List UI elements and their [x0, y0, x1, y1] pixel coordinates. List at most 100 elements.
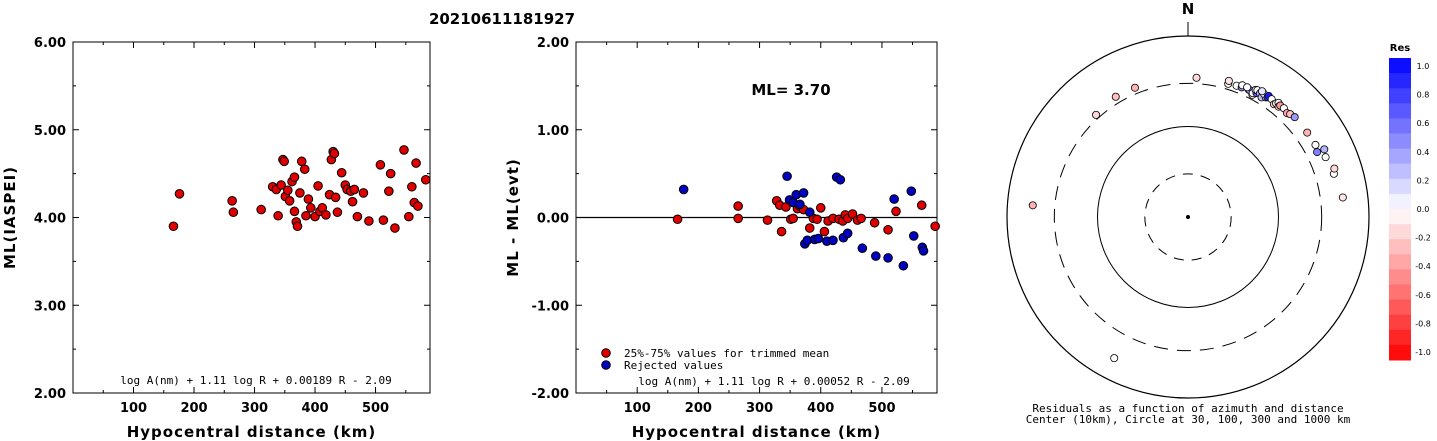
y-tick-label: 1.00 — [537, 124, 569, 139]
magnitude-vs-distance-panel: 100 200 300 400 500 2.00 3.00 4.00 5.00 6.00 Hypoc… — [1, 36, 431, 441]
trimmed-mean-point — [815, 203, 826, 213]
colorbar-swatch — [1389, 148, 1411, 165]
magnitude-point — [283, 185, 293, 196]
station-residual-point — [1243, 83, 1252, 92]
rejected-point — [835, 174, 846, 185]
magnitude-point — [276, 180, 286, 190]
magnitude-point — [303, 194, 314, 204]
colorbar-swatch — [1389, 299, 1411, 316]
magnitude-point — [273, 210, 283, 221]
ring-30km — [1144, 173, 1232, 261]
colorbar-swatch — [1389, 178, 1411, 195]
magnitude-point — [404, 211, 414, 222]
legend-label-rejected: Rejected values — [624, 359, 723, 372]
rejected-point — [883, 253, 893, 263]
magnitude-point — [378, 215, 389, 225]
rejected-point — [906, 186, 917, 196]
rejected-point — [871, 251, 881, 261]
station-residual-point — [1258, 87, 1267, 96]
colorbar-tick-label: -0.8 — [1415, 319, 1431, 328]
colorbar-tick-label: 1.0 — [1417, 62, 1430, 71]
trimmed-mean-point — [812, 214, 822, 225]
colorbar-swatch — [1389, 329, 1411, 346]
trimmed-mean-point — [916, 200, 927, 211]
colorbar-tick-label: 0.4 — [1417, 148, 1430, 157]
magnitude-point — [385, 168, 396, 179]
magnitude-point — [352, 211, 363, 222]
x-tick-label: 400 — [301, 401, 328, 416]
magnitude-point — [289, 206, 300, 217]
station-residual-point — [1321, 153, 1330, 162]
colorbar-tick-label: 0.6 — [1417, 119, 1430, 128]
magnitude-point — [364, 216, 374, 226]
magnitude-point — [292, 221, 303, 232]
x-tick-label: 100 — [120, 401, 147, 416]
colorbar-swatch — [1389, 103, 1411, 119]
formula-text: log A(nm) + 1.11 log R + 0.00052 R - 2.0… — [638, 375, 910, 388]
magnitude-point — [284, 196, 295, 206]
magnitude-point — [279, 156, 289, 167]
station-residual-point — [1028, 201, 1037, 210]
legend-marker-rejected — [601, 360, 611, 370]
x-axis-label: Hypocentral distance (km) — [632, 423, 882, 441]
colorbar-swatch — [1389, 163, 1411, 180]
magnitude-point — [332, 207, 343, 218]
plot-frame — [72, 41, 431, 394]
trimmed-mean-point — [788, 213, 799, 224]
legend-label-trimmed: 25%-75% values for trimmed mean — [624, 347, 829, 360]
y-tick-label: 5.00 — [34, 124, 66, 139]
colorbar-tick-label: 0.2 — [1417, 176, 1430, 185]
rejected-point — [857, 243, 868, 254]
epicenter-dot — [1186, 215, 1190, 219]
formula-text: log A(nm) + 1.11 log R + 0.00189 R - 2.0… — [120, 374, 392, 387]
magnitude-point — [321, 210, 331, 220]
station-residual-point — [1192, 73, 1201, 82]
rejected-point — [804, 207, 815, 218]
magnitude-point — [407, 181, 417, 192]
station-residual-point — [1303, 128, 1312, 137]
station-residual-point — [1092, 110, 1101, 119]
x-tick-label: 500 — [868, 401, 895, 416]
azimuth-residual-polar-panel: N Residuals as a function of azimuth and … — [1006, 0, 1370, 426]
magnitude-point — [411, 158, 421, 168]
colorbar-tick-label: -1.0 — [1415, 348, 1431, 357]
rejected-point — [782, 171, 792, 182]
magnitude-point — [347, 196, 358, 207]
colorbar-tick-label: 0.0 — [1417, 205, 1430, 214]
x-tick-label: 300 — [746, 401, 773, 416]
station-residual-point — [1111, 92, 1120, 101]
colorbar-swatch — [1389, 239, 1411, 255]
colorbar-swatch — [1389, 254, 1411, 270]
y-axis-label: ML - ML(evt) — [504, 158, 522, 276]
trimmed-mean-point — [891, 206, 901, 217]
colorbar-swatch — [1389, 284, 1411, 301]
trimmed-mean-point — [883, 224, 893, 235]
trimmed-mean-point — [856, 213, 866, 224]
colorbar-swatch — [1389, 73, 1411, 89]
colorbar-swatch — [1389, 314, 1411, 331]
magnitude-point — [329, 148, 340, 159]
trimmed-mean-point — [847, 209, 858, 219]
colorbar-tick-label: -0.2 — [1415, 234, 1431, 243]
station-residual-point — [1320, 145, 1329, 154]
y-tick-label: -2.00 — [532, 387, 569, 402]
magnitude-point — [256, 204, 266, 215]
magnitude-point — [174, 189, 185, 199]
trimmed-mean-point — [869, 217, 880, 228]
trimmed-mean-point — [819, 226, 830, 237]
x-tick-label: 200 — [685, 401, 712, 416]
x-tick-label: 100 — [624, 401, 651, 416]
north-label: N — [1182, 0, 1195, 18]
station-residual-point — [1290, 113, 1299, 122]
colorbar-tick-label: -0.6 — [1415, 291, 1431, 300]
residual-colorbar: Res 1.0 0.8 0.6 0.4 0.2 0.0 -0.2 -0.4 -0.6 -0.8 -1.… — [1389, 43, 1431, 361]
station-residual-point — [1224, 76, 1233, 85]
y-tick-label: -1.00 — [532, 299, 569, 314]
magnitude-point — [413, 201, 423, 211]
legend-marker-trimmed — [601, 348, 611, 358]
ml-value-label: ML= 3.70 — [751, 81, 830, 99]
trimmed-mean-point — [733, 213, 743, 224]
magnitude-point — [295, 188, 305, 198]
colorbar-swatch — [1389, 118, 1411, 134]
